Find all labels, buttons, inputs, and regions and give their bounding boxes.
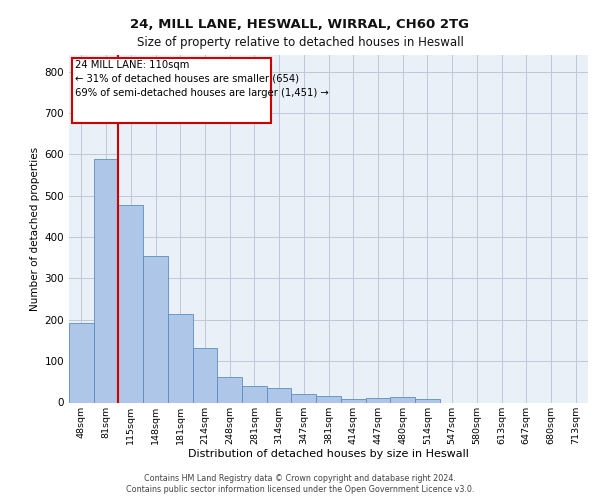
Bar [94,159,118,402]
Bar [69,323,94,402]
Bar [267,388,292,402]
Bar [316,396,341,402]
Bar [217,377,242,402]
Bar [390,397,415,402]
Bar [143,256,168,402]
Text: 24, MILL LANE, HESWALL, WIRRAL, CH60 2TG: 24, MILL LANE, HESWALL, WIRRAL, CH60 2TG [131,18,470,30]
Bar [168,314,193,402]
Text: 24 MILL LANE: 110sqm
← 31% of detached houses are smaller (654)
69% of semi-deta: 24 MILL LANE: 110sqm ← 31% of detached h… [75,60,329,98]
Y-axis label: Number of detached properties: Number of detached properties [31,146,40,311]
Text: Size of property relative to detached houses in Heswall: Size of property relative to detached ho… [137,36,463,49]
Bar [242,386,267,402]
Bar [193,348,217,403]
Bar [415,399,440,402]
FancyBboxPatch shape [71,58,271,123]
Text: Contains HM Land Registry data © Crown copyright and database right 2024.
Contai: Contains HM Land Registry data © Crown c… [126,474,474,494]
Bar [365,398,390,402]
Bar [292,394,316,402]
X-axis label: Distribution of detached houses by size in Heswall: Distribution of detached houses by size … [188,449,469,459]
Bar [118,205,143,402]
Bar [341,399,365,402]
